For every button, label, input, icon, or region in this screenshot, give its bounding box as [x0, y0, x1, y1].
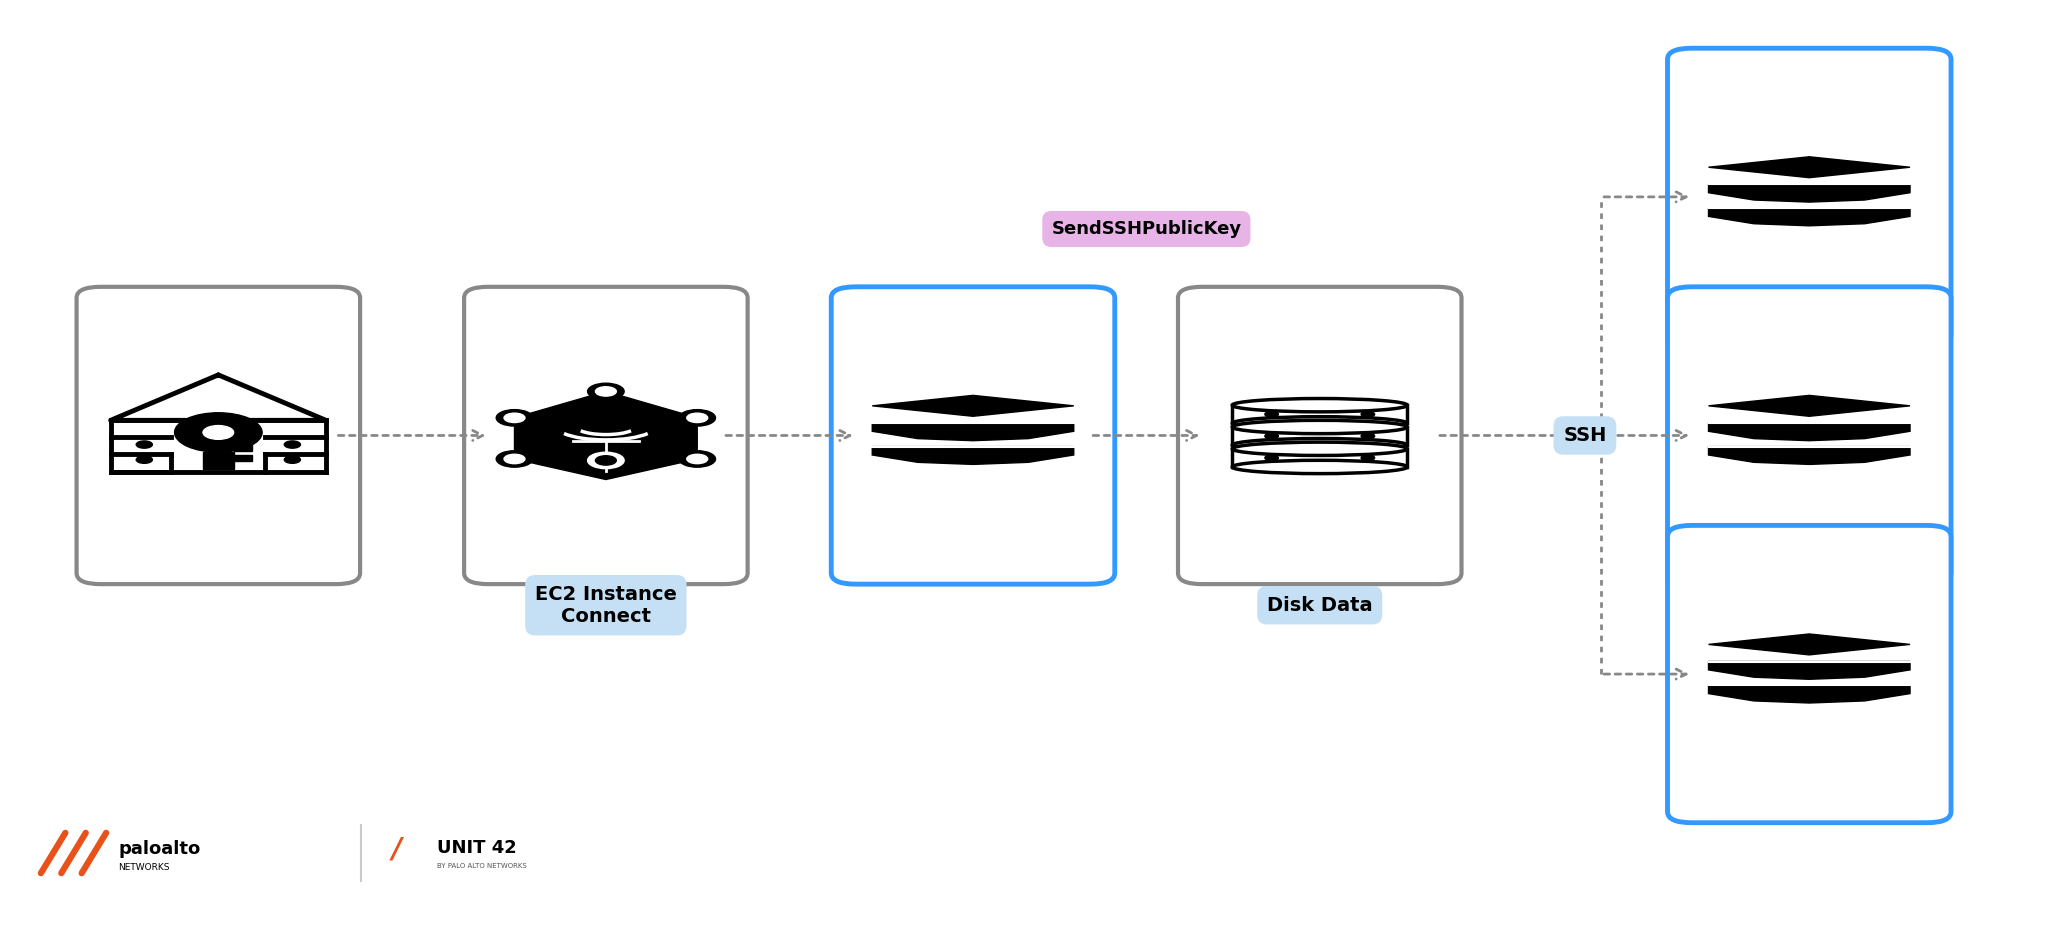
FancyBboxPatch shape — [1667, 287, 1952, 584]
Ellipse shape — [1233, 460, 1407, 473]
Polygon shape — [1233, 406, 1407, 423]
Circle shape — [504, 413, 524, 422]
Circle shape — [596, 456, 616, 465]
Circle shape — [686, 413, 709, 422]
FancyBboxPatch shape — [465, 287, 748, 584]
Text: NETWORKS: NETWORKS — [119, 863, 170, 872]
FancyBboxPatch shape — [1178, 287, 1462, 584]
Circle shape — [174, 413, 262, 452]
Text: UNIT 42: UNIT 42 — [436, 839, 516, 857]
Polygon shape — [1708, 156, 1911, 178]
Circle shape — [203, 426, 233, 439]
Circle shape — [686, 455, 709, 464]
Ellipse shape — [1233, 442, 1407, 456]
Circle shape — [137, 441, 152, 448]
Polygon shape — [1708, 423, 1911, 441]
FancyBboxPatch shape — [1667, 48, 1952, 345]
Circle shape — [137, 457, 152, 463]
Circle shape — [1362, 411, 1374, 418]
Circle shape — [285, 441, 301, 448]
Circle shape — [496, 409, 532, 426]
Ellipse shape — [1233, 439, 1407, 452]
Circle shape — [680, 451, 715, 468]
Circle shape — [596, 387, 616, 396]
Text: EC2 Instance
Connect: EC2 Instance Connect — [535, 584, 676, 626]
Circle shape — [1266, 433, 1278, 439]
Ellipse shape — [1233, 417, 1407, 430]
Polygon shape — [1708, 184, 1911, 202]
Polygon shape — [203, 452, 233, 469]
Ellipse shape — [1233, 398, 1407, 412]
Polygon shape — [872, 395, 1073, 417]
Ellipse shape — [1233, 420, 1407, 433]
Circle shape — [588, 452, 625, 469]
Text: SendSSHPublicKey: SendSSHPublicKey — [1051, 220, 1241, 238]
Polygon shape — [1708, 395, 1911, 417]
Text: /: / — [391, 835, 401, 863]
Polygon shape — [1708, 446, 1911, 465]
Polygon shape — [1708, 661, 1911, 680]
Polygon shape — [872, 423, 1073, 441]
Circle shape — [1362, 433, 1374, 439]
FancyBboxPatch shape — [831, 287, 1114, 584]
FancyBboxPatch shape — [1667, 525, 1952, 822]
Text: SSH: SSH — [1563, 426, 1606, 445]
Circle shape — [1266, 455, 1278, 461]
Polygon shape — [1708, 634, 1911, 655]
Polygon shape — [514, 392, 696, 480]
Circle shape — [1266, 411, 1278, 418]
Polygon shape — [233, 456, 252, 461]
Circle shape — [496, 451, 532, 468]
FancyBboxPatch shape — [76, 287, 360, 584]
Polygon shape — [1708, 685, 1911, 703]
Polygon shape — [233, 444, 252, 451]
Text: BY PALO ALTO NETWORKS: BY PALO ALTO NETWORKS — [436, 863, 526, 869]
Polygon shape — [1233, 427, 1407, 445]
Circle shape — [504, 455, 524, 464]
Circle shape — [588, 383, 625, 400]
Polygon shape — [1708, 208, 1911, 226]
Circle shape — [1362, 455, 1374, 461]
Polygon shape — [872, 446, 1073, 465]
Polygon shape — [1233, 449, 1407, 467]
Text: paloalto: paloalto — [119, 840, 201, 858]
Circle shape — [680, 409, 715, 426]
Circle shape — [285, 457, 301, 463]
Text: Disk Data: Disk Data — [1268, 595, 1372, 615]
